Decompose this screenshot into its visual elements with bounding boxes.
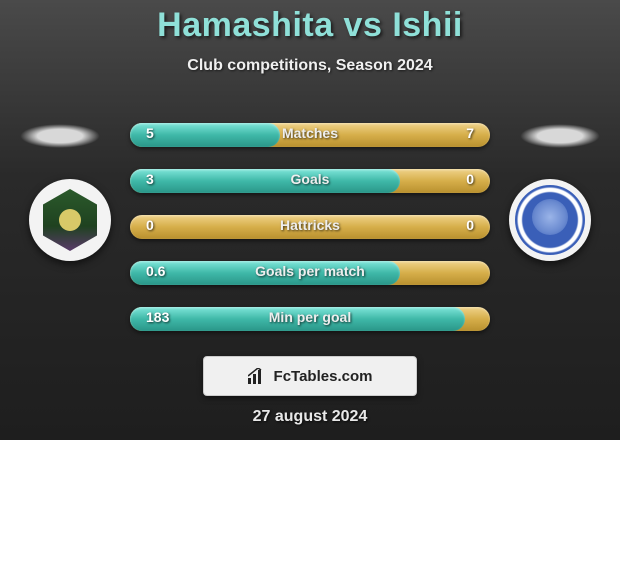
stat-label: Matches bbox=[130, 125, 490, 141]
stat-row-goals-per-match: 0.6 Goals per match bbox=[130, 256, 490, 290]
club-badge-right bbox=[509, 179, 591, 261]
stats-container: 5 Matches 7 3 Goals 0 0 Hattricks 0 0.6 … bbox=[130, 118, 490, 348]
comparison-card: Hamashita vs Ishii Club competitions, Se… bbox=[0, 0, 620, 440]
page-title: Hamashita vs Ishii bbox=[0, 0, 620, 45]
stat-label: Min per goal bbox=[130, 309, 490, 325]
stat-label: Goals bbox=[130, 171, 490, 187]
stat-right-value: 7 bbox=[466, 125, 474, 141]
club-badge-left bbox=[29, 179, 111, 261]
stat-row-goals: 3 Goals 0 bbox=[130, 164, 490, 198]
stat-label: Hattricks bbox=[130, 217, 490, 233]
avatar-shadow-left bbox=[20, 124, 100, 148]
stat-right-value: 0 bbox=[466, 171, 474, 187]
brand-box[interactable]: FcTables.com bbox=[203, 356, 417, 396]
stat-right-value: 0 bbox=[466, 217, 474, 233]
stat-label: Goals per match bbox=[130, 263, 490, 279]
stat-row-hattricks: 0 Hattricks 0 bbox=[130, 210, 490, 244]
stat-row-min-per-goal: 183 Min per goal bbox=[130, 302, 490, 336]
avatar-shadow-right bbox=[520, 124, 600, 148]
date-label: 27 august 2024 bbox=[0, 408, 620, 426]
shield-icon bbox=[43, 189, 97, 251]
brand-text: FcTables.com bbox=[274, 368, 373, 385]
subtitle: Club competitions, Season 2024 bbox=[0, 57, 620, 75]
roundel-icon bbox=[515, 185, 585, 255]
bar-chart-icon bbox=[248, 368, 268, 384]
stat-row-matches: 5 Matches 7 bbox=[130, 118, 490, 152]
